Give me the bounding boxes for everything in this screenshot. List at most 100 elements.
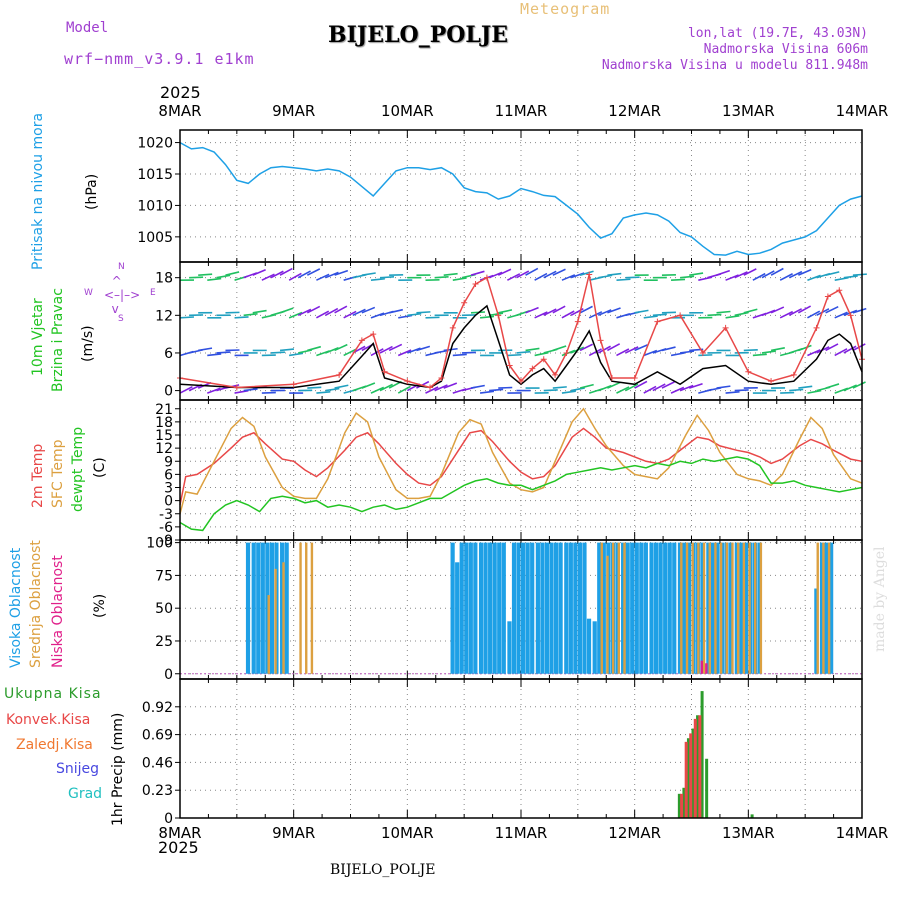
precipitation-ytick-label: 0.46 — [142, 755, 173, 771]
wind-arrow — [789, 388, 804, 392]
wind-arrow — [616, 348, 630, 357]
compass-n-label: N — [118, 262, 125, 272]
wind-arrow — [579, 270, 594, 276]
wind-arrow — [261, 391, 276, 394]
wind-arrow — [552, 305, 566, 314]
wind-arrow — [698, 354, 713, 357]
precipitation-ytick-label: 0.92 — [142, 700, 173, 716]
precip-bar-konvek-kisa — [693, 718, 697, 818]
product-title: Meteogram — [520, 0, 611, 18]
precip-legend-total: Ukupna Kisa — [4, 686, 102, 702]
wind-arrow — [343, 348, 357, 357]
wind-arrow — [216, 351, 231, 354]
wind-arrow — [379, 345, 393, 354]
precip-bar-ukupna-kisa — [705, 758, 709, 818]
pressure-ytick-label: 1005 — [137, 230, 173, 246]
cloud-bar-visoka-oblacnost — [478, 542, 484, 674]
wind-gust-marker — [586, 271, 593, 278]
wind-arrow — [780, 391, 795, 394]
precip-bar-konvek-kisa — [689, 733, 693, 818]
cloud-bar-visoka-oblacnost — [497, 542, 502, 674]
cloud-bar-srednja-oblacnost — [731, 542, 734, 674]
cloud-bar-visoka-oblacnost — [819, 542, 825, 674]
bottom-date-label: 12MAR — [608, 824, 661, 842]
cloud-bar-visoka-oblacnost — [586, 618, 592, 674]
wind-gust-marker — [824, 293, 831, 300]
wind-arrow — [397, 385, 411, 394]
wind-arrow — [325, 271, 339, 279]
top-date-label: 12MAR — [608, 102, 661, 120]
cloud-bar-srednja-oblacnost — [267, 595, 270, 674]
wind-arrow — [207, 387, 221, 394]
precip-legend-grad: Grad — [68, 786, 103, 802]
cloud-bar-visoka-oblacnost — [582, 542, 587, 674]
altitude-info: Nadmorska Visina 606m — [703, 42, 868, 57]
cloud-bar-visoka-oblacnost — [577, 542, 583, 674]
wind-arrow — [634, 344, 648, 352]
cloud-bar-visoka-oblacnost — [450, 542, 455, 674]
wind-arrow — [734, 389, 749, 392]
pressure-ytick-label: 1015 — [137, 167, 173, 183]
precip-legend-conv: Konvek.Kisa — [6, 712, 91, 728]
cloud-bar-visoka-oblacnost — [260, 542, 265, 674]
wind-gust-marker — [608, 375, 615, 382]
cloud-bar-visoka-oblacnost — [824, 542, 829, 674]
cloud-bar-visoka-oblacnost — [743, 542, 748, 674]
wind-arrow — [497, 268, 512, 276]
temperature-ytick-label: -9 — [159, 533, 173, 549]
cloud-bar-niska-oblacnost — [700, 660, 703, 674]
precip-legend-snow: Snijeg — [56, 761, 100, 777]
wind-arrow — [216, 274, 231, 279]
wind-arrow — [670, 278, 686, 281]
cloud-bar-srednja-oblacnost — [827, 542, 831, 674]
wind-arrow — [379, 383, 393, 392]
wind-arrow — [288, 352, 304, 357]
wind-arrow — [252, 309, 267, 314]
wind-arrow — [825, 305, 839, 314]
wind-arrow — [852, 273, 867, 276]
wind-arrow — [506, 273, 521, 281]
wind-gust-marker — [472, 280, 479, 287]
wind-arrow — [843, 345, 857, 354]
wind-arrow — [770, 347, 785, 352]
wind-arrow — [543, 270, 557, 279]
wind-gust-marker — [790, 371, 797, 378]
model-altitude-info: Nadmorska Visina u modelu 811.948m — [601, 58, 868, 73]
precip-bar-konvek-kisa — [680, 793, 684, 818]
cloud-bar-srednja-oblacnost — [623, 542, 626, 674]
cloud-bar-visoka-oblacnost — [558, 542, 563, 674]
cloud-bar-srednja-oblacnost — [685, 542, 689, 674]
wind-arrow — [843, 275, 858, 279]
wind-arrow — [761, 309, 776, 317]
wind-arrow — [779, 310, 794, 319]
wind-arrow — [225, 271, 240, 276]
wind-gust-marker — [518, 378, 524, 385]
wind-arrow — [370, 277, 385, 281]
wind-arrow — [825, 343, 839, 352]
wind-series-line-speed — [179, 304, 863, 389]
wind-arrow — [707, 313, 722, 317]
wind-arrow — [825, 383, 840, 389]
wind-arrow — [370, 312, 385, 319]
wind-arrow — [661, 381, 675, 389]
wind-arrow — [516, 350, 531, 354]
top-date-label: 13MAR — [722, 102, 775, 120]
cloud-bar-srednja-oblacnost — [719, 542, 723, 674]
temperature-ytick-label: 21 — [155, 402, 173, 418]
wind-arrow — [807, 274, 821, 281]
cloud-bar-srednja-oblacnost — [697, 542, 700, 674]
wind-arrow — [443, 382, 458, 389]
pressure-ytick-label: 1020 — [137, 136, 173, 152]
wind-arrow — [652, 383, 666, 392]
wind-arrow — [643, 385, 657, 394]
bottom-date-label: 11MAR — [495, 824, 548, 842]
compass-w-label: W — [84, 288, 93, 298]
cloud-bar-visoka-oblacnost — [729, 542, 734, 674]
wind-arrow — [516, 270, 530, 279]
wind-arrow — [680, 275, 695, 279]
wind-arrow — [661, 346, 676, 352]
wind-gust-marker — [404, 378, 411, 385]
temperature-ytick-label: -3 — [159, 507, 173, 523]
wind-arrow — [607, 272, 622, 276]
model-name: wrf−nmm_v3.9.1 e1km — [64, 50, 255, 68]
